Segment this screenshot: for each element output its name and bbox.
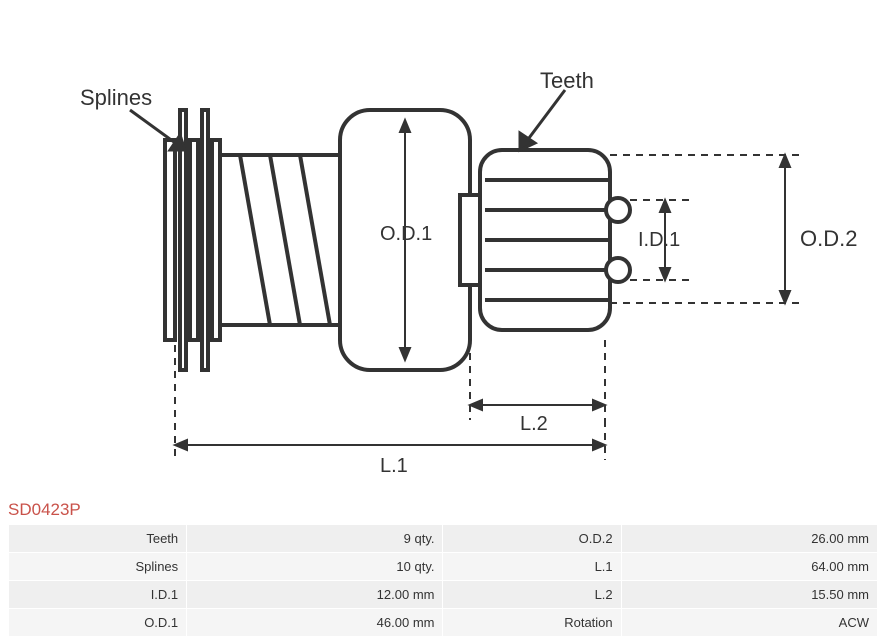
spec-value: 46.00 mm (187, 609, 442, 636)
spec-value: ACW (622, 609, 877, 636)
label-od1: O.D.1 (380, 223, 432, 245)
table-row: Splines10 qty.L.164.00 mm (9, 553, 877, 580)
spec-label: L.2 (443, 581, 620, 608)
label-teeth: Teeth (540, 68, 594, 93)
label-od2: O.D.2 (800, 226, 857, 251)
spec-value: 26.00 mm (622, 525, 877, 552)
spec-label: Splines (9, 553, 186, 580)
spec-label: O.D.2 (443, 525, 620, 552)
label-l1: L.1 (380, 455, 408, 477)
spec-label: Teeth (9, 525, 186, 552)
specs-tbody: Teeth9 qty.O.D.226.00 mmSplines10 qty.L.… (9, 525, 877, 636)
label-l2: L.2 (520, 413, 548, 435)
technical-diagram: Splines Teeth O.D.1 I.D.1 O.D.2 L.2 L.1 (10, 10, 880, 490)
spec-label: Rotation (443, 609, 620, 636)
table-row: Teeth9 qty.O.D.226.00 mm (9, 525, 877, 552)
spec-value: 64.00 mm (622, 553, 877, 580)
table-row: O.D.146.00 mmRotationACW (9, 609, 877, 636)
label-splines: Splines (80, 85, 152, 110)
label-id1: I.D.1 (638, 229, 680, 251)
table-row: I.D.112.00 mmL.215.50 mm (9, 581, 877, 608)
specs-table: Teeth9 qty.O.D.226.00 mmSplines10 qty.L.… (8, 524, 878, 637)
spec-label: O.D.1 (9, 609, 186, 636)
spec-value: 9 qty. (187, 525, 442, 552)
spec-value: 10 qty. (187, 553, 442, 580)
part-number: SD0423P (8, 500, 81, 520)
spec-value: 12.00 mm (187, 581, 442, 608)
spec-label: I.D.1 (9, 581, 186, 608)
spec-value: 15.50 mm (622, 581, 877, 608)
spec-label: L.1 (443, 553, 620, 580)
